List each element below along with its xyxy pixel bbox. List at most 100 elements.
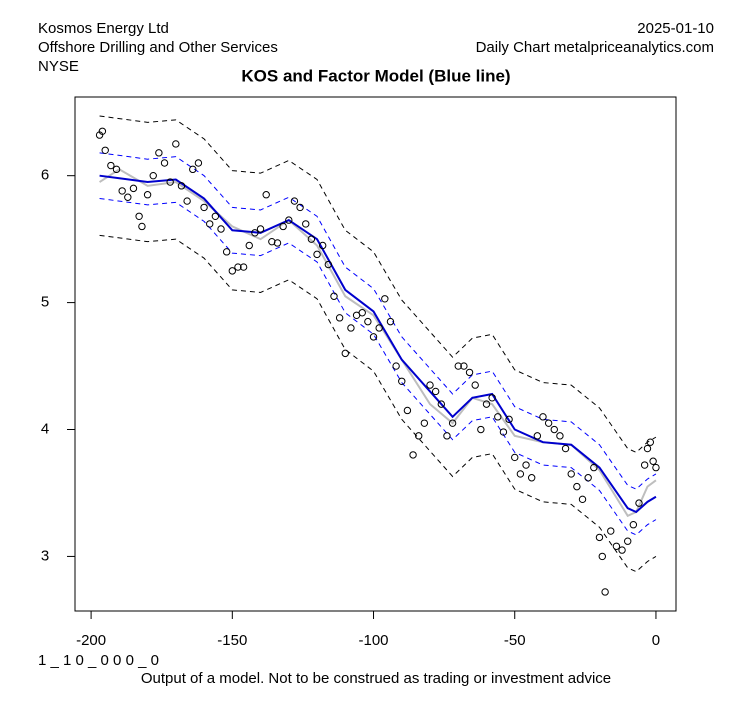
price-point [279,222,287,231]
price-point [522,461,530,469]
model-line [99,174,657,514]
price-point [386,317,395,326]
price-point [206,220,214,228]
exchange: NYSE [38,58,79,75]
price-point [635,499,643,507]
y-tick-label: 4 [41,420,49,437]
plot-frame [74,96,677,612]
x-tick-label: 0 [652,632,660,649]
model-line [99,198,657,536]
price-point [228,267,237,275]
price-point [318,241,327,250]
price-point [290,197,299,205]
price-point [251,229,259,237]
price-point [460,362,468,370]
price-point [149,171,157,180]
price-point [527,474,536,482]
price-point [239,263,248,271]
price-point [296,203,304,212]
price-point [550,425,558,434]
price-point [112,165,121,174]
price-point [160,159,169,167]
price-point [364,317,372,326]
price-point [598,552,606,561]
price-point [612,542,621,550]
price-point [649,457,657,465]
x-tick-label: -200 [76,632,106,649]
y-tick-label: 6 [41,167,49,184]
footer-note: Output of a model. Not to be construed a… [141,670,611,687]
x-tick-label: -150 [217,632,247,649]
price-point [511,453,519,462]
price-point [189,165,197,174]
price-point [262,191,270,199]
price-point [273,239,282,247]
price-point [268,237,276,246]
price-point [505,415,513,424]
price-point [347,324,355,332]
price-point [567,470,575,478]
price-point [183,197,191,205]
price-point [584,474,592,482]
price-point [129,184,138,193]
y-tick-label: 3 [41,547,49,564]
price-point [172,140,180,148]
price-point [415,432,423,440]
price-point [454,362,462,370]
price-point [217,225,225,233]
price-point [138,222,146,231]
price-point [143,191,152,199]
price-point [494,413,502,421]
price-point [533,432,542,440]
price-point [222,248,231,256]
price-point [652,463,660,472]
price-point [516,470,525,478]
price-point [245,241,253,250]
price-point [544,419,553,427]
price-point [499,428,508,436]
price-point [135,212,143,220]
price-point [607,527,615,535]
model-line [99,168,657,518]
model-line [99,115,657,453]
price-point [313,250,321,259]
price-point [211,212,220,220]
price-point [302,220,310,228]
price-point [539,413,547,421]
price-point [155,149,163,157]
price-point [556,432,564,440]
price-point [166,178,174,186]
price-point [578,495,587,504]
price-point [392,362,400,370]
x-tick-label: -50 [504,632,526,649]
price-point [561,444,570,453]
price-point [573,482,581,491]
price-point [477,425,485,434]
price-point [595,533,604,542]
company: Kosmos Energy Ltd [38,20,169,37]
price-point [107,161,115,170]
price-point [101,146,109,155]
price-point [98,127,107,135]
source: Daily Chart metalpriceanalytics.com [476,39,714,56]
price-point [624,537,632,545]
price-point [177,182,186,190]
price-point [601,588,609,596]
price-point [643,444,652,453]
footer-code: 1 _ 1 0 _ 0 0 0 _ 0 [38,652,159,669]
x-tick-label: -100 [359,632,389,649]
price-point [335,314,344,322]
model-line [99,152,657,490]
price-point [398,377,406,385]
price-point [285,216,293,224]
price-point [324,260,333,269]
price-point [358,309,366,317]
price-point [431,387,440,396]
chart-title: KOS and Factor Model (Blue line) [241,66,510,85]
price-point [118,187,126,195]
price-point [443,432,451,440]
price-point [124,193,132,201]
price-point [420,419,429,427]
price-point [482,400,491,408]
